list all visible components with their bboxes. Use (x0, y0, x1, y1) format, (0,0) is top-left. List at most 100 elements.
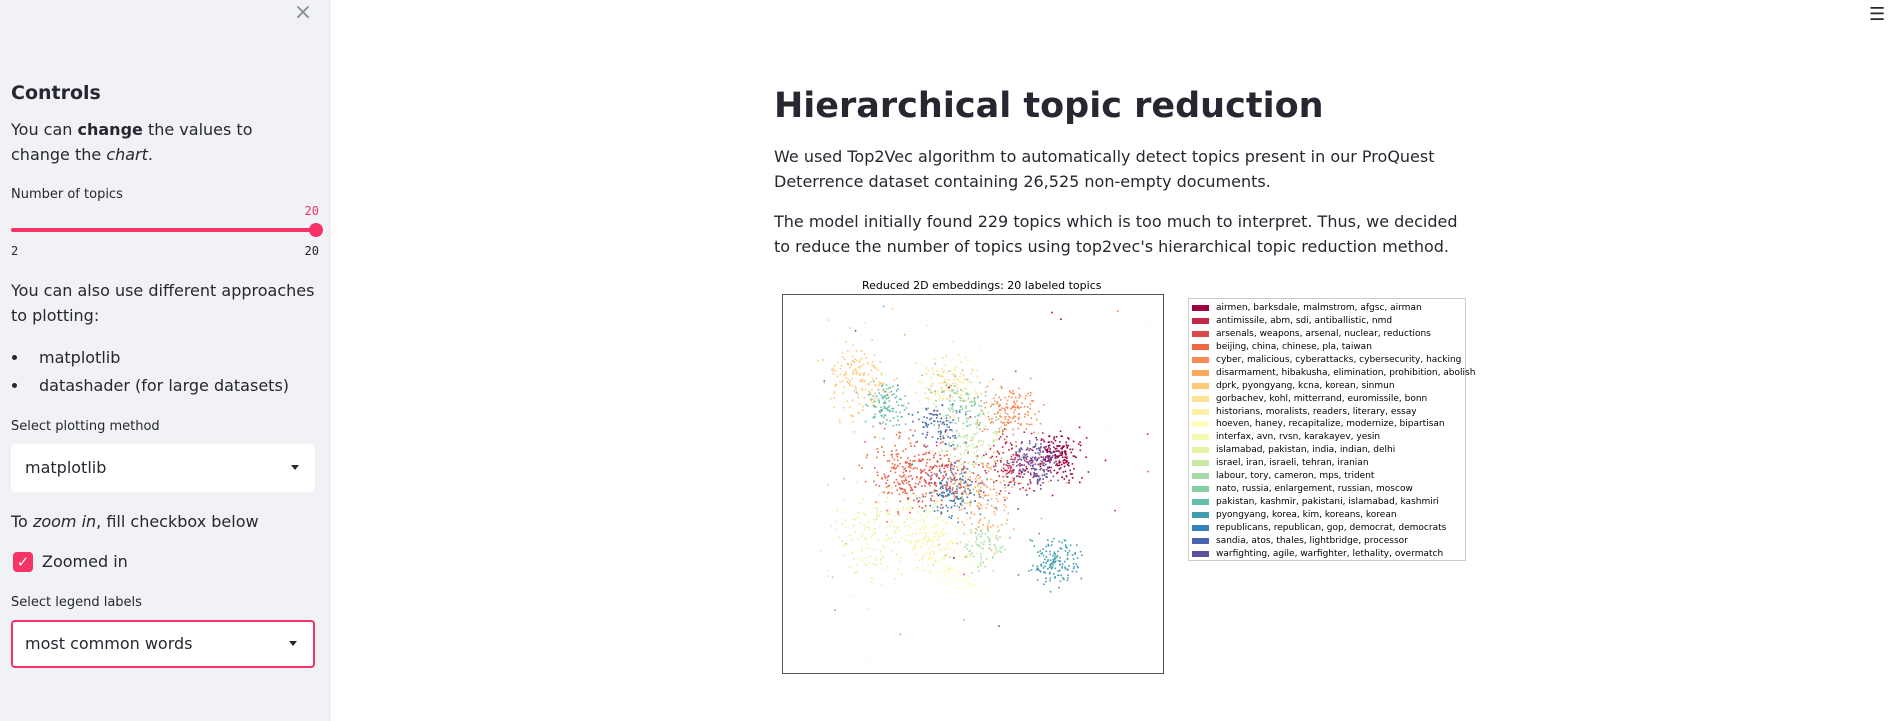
scatter-point (894, 444, 896, 447)
scatter-point (977, 456, 980, 458)
scatter-point (972, 439, 974, 441)
legend-item: nato, russia, enlargement, russian, mosc… (1189, 483, 1465, 496)
scatter-point (989, 559, 992, 561)
legend-item: islamabad, pakistan, india, indian, delh… (1189, 444, 1465, 457)
close-icon[interactable]: × (293, 0, 313, 25)
scatter-point (939, 454, 941, 457)
scatter-point (900, 537, 903, 540)
slider-thumb[interactable] (309, 223, 323, 237)
scatter-point (1050, 568, 1053, 570)
topics-slider[interactable]: 20 2 20 (11, 204, 323, 258)
scatter-point (876, 511, 878, 513)
scatter-point (961, 521, 964, 523)
scatter-point (1048, 466, 1051, 469)
scatter-point (952, 492, 955, 495)
scatter-point (924, 495, 926, 498)
scatter-point (937, 544, 939, 547)
scatter-point (877, 388, 880, 391)
scatter-point (891, 550, 893, 552)
scatter-point (889, 513, 891, 516)
scatter-point (931, 436, 934, 438)
scatter-point (1007, 462, 1010, 465)
scatter-point (956, 391, 958, 394)
scatter-point (1069, 469, 1071, 472)
scatter-point (977, 526, 980, 528)
scatter-point (937, 431, 940, 433)
scatter-point (963, 452, 966, 455)
scatter-point (944, 554, 947, 557)
scatter-point (1061, 447, 1063, 450)
scatter-point (878, 384, 880, 387)
scatter-point (1042, 469, 1044, 471)
scatter-point (933, 510, 936, 512)
scatter-point (997, 411, 1000, 413)
scatter-point (1050, 563, 1052, 565)
scatter-point (923, 512, 925, 515)
scatter-point (994, 394, 997, 396)
scatter-point (1005, 475, 1007, 477)
scatter-point (928, 539, 930, 542)
scatter-point (958, 551, 960, 553)
scatter-point (1058, 444, 1060, 447)
hamburger-icon[interactable]: ☰ (1869, 4, 1886, 25)
scatter-point (972, 461, 975, 463)
scatter-point (976, 490, 978, 493)
scatter-point (1010, 458, 1012, 461)
scatter-point (852, 369, 854, 372)
scatter-point (947, 494, 949, 496)
scatter-point (836, 510, 839, 512)
scatter-point (951, 405, 954, 408)
scatter-point (952, 549, 955, 552)
scatter-point (879, 411, 881, 414)
scatter-point (1117, 310, 1119, 312)
legend-swatch (1192, 356, 1209, 363)
scatter-point (1005, 469, 1007, 472)
scatter-point (935, 413, 938, 416)
scatter-point (917, 566, 919, 569)
scatter-point (895, 424, 898, 426)
plot-method-select[interactable]: matplotlib (11, 444, 315, 492)
scatter-point (956, 532, 959, 534)
scatter-point (882, 388, 885, 391)
scatter-point (876, 456, 878, 459)
scatter-point (918, 418, 920, 421)
scatter-point (949, 475, 952, 478)
zoom-checkbox[interactable]: ✓ (13, 552, 33, 572)
scatter-point (951, 518, 954, 521)
scatter-point (943, 391, 945, 393)
scatter-point (885, 394, 888, 397)
scatter-point (903, 488, 905, 491)
scatter-point (992, 488, 995, 491)
scatter-point (1018, 406, 1020, 409)
scatter-point (1046, 449, 1049, 452)
scatter-point (867, 394, 870, 396)
scatter-point (1027, 406, 1029, 408)
scatter-point (960, 394, 963, 397)
scatter-point (1064, 544, 1067, 546)
scatter-point (913, 508, 916, 510)
scatter-point (946, 454, 948, 456)
scatter-point (1002, 470, 1004, 473)
scatter-point (886, 509, 889, 512)
slider-track[interactable] (11, 228, 315, 232)
legend-labels-select[interactable]: most common words (11, 620, 315, 668)
scatter-point (1079, 449, 1082, 452)
scatter-point (981, 532, 984, 535)
scatter-point (912, 420, 914, 423)
scatter-point (1000, 457, 1003, 459)
scatter-point (1016, 406, 1019, 409)
scatter-point (915, 392, 917, 394)
scatter-point (925, 397, 928, 399)
scatter-point (919, 478, 921, 481)
scatter-point (865, 456, 868, 459)
scatter-point (871, 339, 873, 341)
scatter-point (922, 470, 924, 472)
scatter-point (949, 491, 951, 493)
legend-swatch (1192, 550, 1209, 557)
scatter-point (916, 524, 918, 527)
scatter-point (1065, 461, 1067, 464)
scatter-point (1018, 475, 1020, 477)
scatter-point (861, 389, 864, 391)
scatter-point (990, 549, 993, 552)
legend-label: islamabad, pakistan, india, indian, delh… (1216, 445, 1396, 456)
